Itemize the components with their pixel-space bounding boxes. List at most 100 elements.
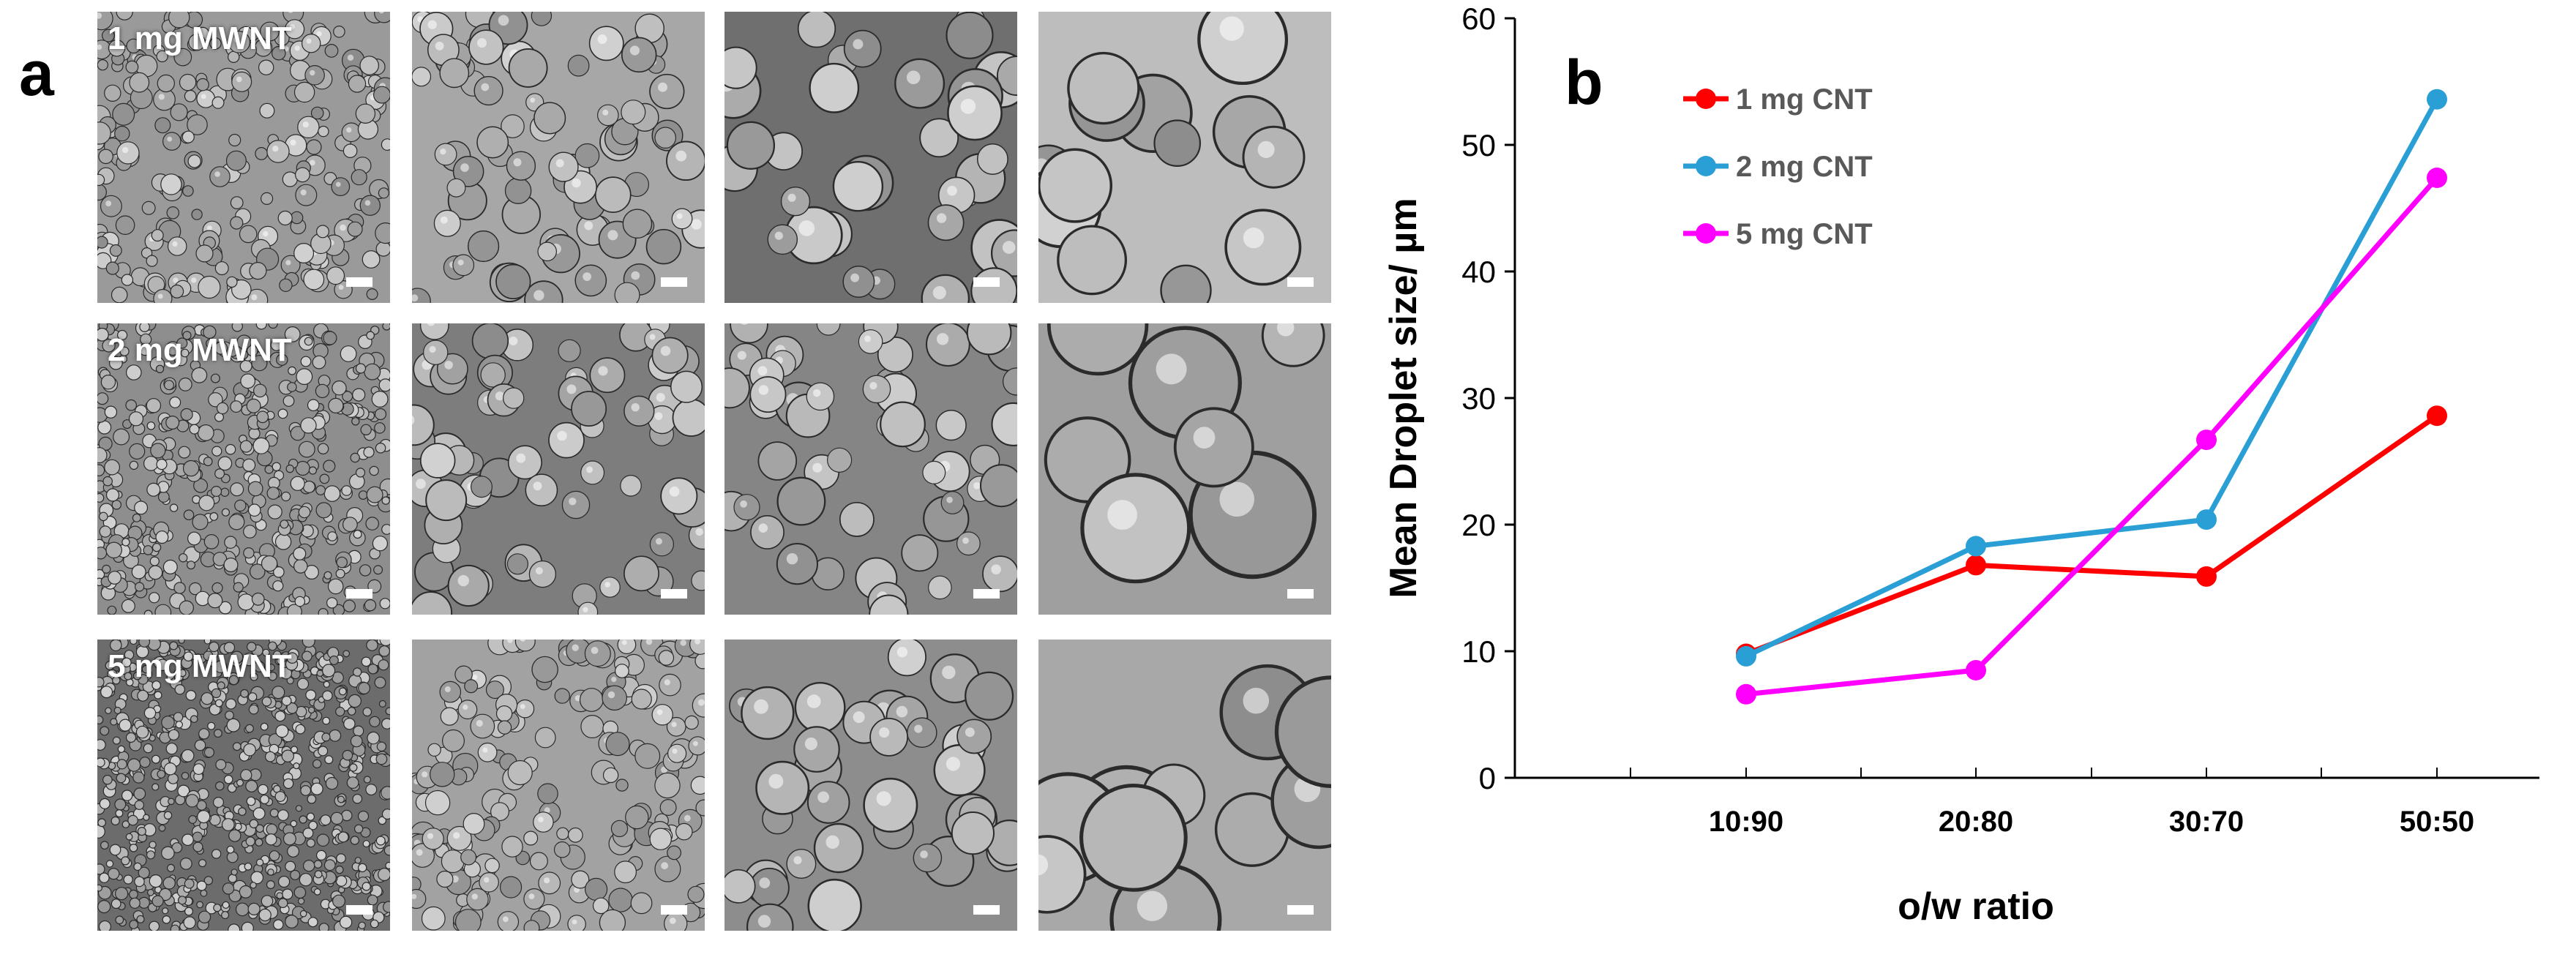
- droplet: [194, 739, 206, 751]
- droplet: [1002, 367, 1017, 396]
- droplet: [277, 408, 288, 419]
- droplet-highlight: [973, 482, 981, 490]
- droplet: [308, 820, 318, 830]
- droplet-highlight: [793, 856, 802, 865]
- droplet: [1057, 225, 1128, 296]
- droplet: [211, 446, 222, 457]
- droplet: [340, 345, 357, 362]
- droplet: [178, 640, 185, 644]
- droplet: [842, 266, 875, 298]
- droplet: [119, 346, 130, 356]
- droplet: [198, 728, 210, 740]
- droplet: [296, 368, 313, 386]
- droplet-highlight: [583, 607, 588, 612]
- droplet: [724, 869, 756, 904]
- droplet-highlight: [1002, 241, 1016, 254]
- droplet: [105, 261, 119, 275]
- droplet: [245, 836, 255, 847]
- droplet: [299, 910, 307, 918]
- droplet: [250, 563, 266, 580]
- droplet: [374, 422, 386, 434]
- micrograph-image: [412, 12, 705, 303]
- droplet: [922, 460, 946, 484]
- droplet: [198, 859, 207, 868]
- droplet: [100, 374, 116, 390]
- droplet: [170, 284, 184, 299]
- droplet-highlight: [629, 45, 640, 56]
- droplet-highlight: [484, 877, 490, 883]
- droplet: [148, 565, 163, 580]
- droplet: [316, 833, 330, 847]
- droplet-highlight: [740, 500, 747, 508]
- droplet-highlight: [602, 109, 609, 116]
- droplet-highlight: [694, 640, 700, 645]
- droplet: [333, 25, 345, 38]
- droplet: [121, 274, 134, 286]
- droplet-highlight: [680, 640, 686, 646]
- droplet-highlight: [457, 574, 469, 587]
- droplet: [226, 851, 239, 863]
- droplet: [236, 334, 252, 350]
- droplet: [251, 592, 265, 606]
- droplet-highlight: [157, 293, 163, 299]
- droplet: [786, 849, 817, 880]
- droplet: [111, 816, 120, 825]
- droplet: [115, 809, 124, 818]
- droplet: [359, 195, 381, 216]
- droplet: [209, 512, 219, 521]
- droplet: [858, 329, 883, 354]
- droplet: [359, 56, 379, 75]
- droplet-highlight: [631, 403, 640, 412]
- droplet: [99, 872, 110, 883]
- droplet-highlight: [621, 640, 627, 645]
- droplet: [906, 717, 937, 748]
- droplet-highlight: [774, 231, 783, 240]
- droplet-highlight: [306, 38, 312, 44]
- droplet: [567, 915, 586, 931]
- droplet: [179, 858, 192, 870]
- droplet: [537, 241, 557, 262]
- legend-marker: [1696, 156, 1716, 176]
- droplet: [863, 777, 918, 833]
- droplet: [378, 659, 389, 671]
- droplet: [151, 895, 164, 907]
- droplet: [330, 811, 344, 825]
- droplet: [585, 877, 608, 901]
- droplet: [362, 882, 371, 891]
- droplet: [913, 843, 943, 873]
- droplet: [249, 262, 267, 280]
- droplet: [375, 836, 386, 846]
- droplet: [178, 446, 191, 459]
- droplet: [242, 653, 256, 667]
- droplet: [342, 143, 358, 158]
- droplet: [97, 547, 108, 560]
- droplet: [183, 916, 196, 929]
- droplet: [157, 74, 176, 93]
- droplet: [276, 657, 284, 665]
- droplet: [624, 395, 655, 427]
- droplet: [427, 743, 441, 757]
- micrograph-image: [97, 323, 390, 615]
- droplet: [246, 642, 257, 652]
- droplet: [166, 863, 175, 872]
- droplet: [139, 757, 151, 768]
- droplet: [105, 860, 114, 868]
- droplet: [146, 888, 154, 896]
- droplet: [277, 210, 293, 226]
- droplet: [230, 196, 244, 210]
- droplet: [382, 323, 390, 331]
- droplet: [312, 759, 322, 769]
- droplet-highlight: [817, 791, 829, 803]
- droplet: [288, 366, 297, 375]
- droplet-highlight: [675, 150, 687, 162]
- droplet: [185, 690, 197, 701]
- droplet: [342, 749, 353, 761]
- droplet: [252, 807, 266, 820]
- droplet: [353, 824, 364, 833]
- droplet: [325, 776, 339, 790]
- droplet: [843, 29, 882, 68]
- y-tick-label: 40: [1461, 255, 1496, 289]
- droplet: [138, 342, 151, 356]
- droplet: [935, 409, 967, 441]
- droplet: [567, 827, 583, 843]
